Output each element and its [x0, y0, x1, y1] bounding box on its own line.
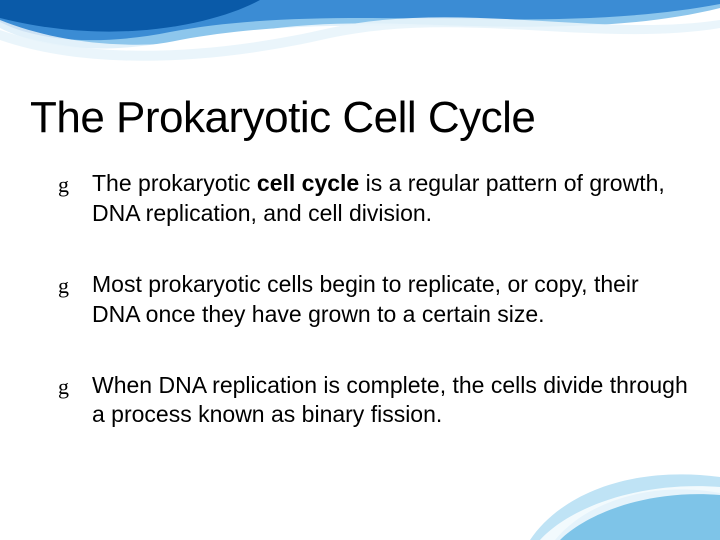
list-item: g When DNA replication is complete, the … [58, 371, 690, 430]
bullet-text-pre: Most prokaryotic cells begin to replicat… [92, 271, 639, 326]
bullet-text-pre: When DNA replication is complete, the ce… [92, 372, 688, 427]
list-item: g Most prokaryotic cells begin to replic… [58, 270, 690, 329]
corner-swoosh-decoration [530, 435, 720, 540]
bullet-text-bold: cell cycle [257, 170, 359, 196]
list-item: g The prokaryotic cell cycle is a regula… [58, 169, 690, 228]
bullet-icon: g [58, 373, 69, 401]
bullet-icon: g [58, 272, 69, 300]
bullet-list: g The prokaryotic cell cycle is a regula… [30, 169, 690, 430]
bullet-icon: g [58, 171, 69, 199]
slide-title: The Prokaryotic Cell Cycle [30, 95, 690, 141]
slide-content: The Prokaryotic Cell Cycle g The prokary… [0, 0, 720, 430]
bullet-text-pre: The prokaryotic [92, 170, 257, 196]
